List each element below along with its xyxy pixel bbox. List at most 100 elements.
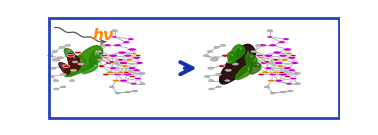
- Circle shape: [290, 55, 296, 57]
- Polygon shape: [220, 44, 255, 84]
- Circle shape: [122, 41, 130, 44]
- Circle shape: [102, 57, 109, 59]
- Circle shape: [220, 44, 226, 46]
- Polygon shape: [257, 64, 258, 66]
- Circle shape: [295, 83, 301, 85]
- Polygon shape: [73, 56, 75, 58]
- Circle shape: [101, 54, 108, 57]
- Circle shape: [214, 46, 219, 48]
- Circle shape: [98, 59, 102, 61]
- Circle shape: [112, 36, 118, 38]
- Circle shape: [128, 48, 136, 51]
- Circle shape: [127, 38, 134, 40]
- Circle shape: [286, 53, 292, 55]
- Circle shape: [48, 55, 53, 57]
- Polygon shape: [95, 51, 96, 55]
- Circle shape: [295, 72, 301, 74]
- Circle shape: [288, 56, 296, 59]
- Polygon shape: [246, 54, 257, 66]
- Circle shape: [208, 67, 214, 69]
- Circle shape: [135, 77, 142, 80]
- Circle shape: [63, 65, 70, 67]
- Circle shape: [269, 44, 277, 47]
- Circle shape: [253, 65, 260, 67]
- Circle shape: [107, 71, 114, 74]
- Circle shape: [253, 59, 258, 61]
- Circle shape: [117, 59, 124, 61]
- Circle shape: [273, 51, 282, 54]
- Circle shape: [72, 61, 78, 63]
- Circle shape: [117, 71, 124, 74]
- Polygon shape: [63, 64, 65, 66]
- Circle shape: [267, 30, 273, 32]
- Circle shape: [109, 54, 118, 57]
- Circle shape: [124, 54, 132, 57]
- Circle shape: [256, 44, 261, 46]
- Circle shape: [262, 71, 269, 74]
- Polygon shape: [232, 54, 233, 56]
- Circle shape: [123, 73, 132, 76]
- Circle shape: [268, 79, 275, 82]
- Circle shape: [136, 62, 143, 64]
- Circle shape: [114, 73, 121, 76]
- Circle shape: [108, 61, 115, 63]
- Polygon shape: [64, 48, 74, 59]
- Circle shape: [204, 76, 209, 77]
- Circle shape: [266, 36, 273, 38]
- Polygon shape: [90, 51, 102, 65]
- Circle shape: [232, 63, 239, 65]
- Circle shape: [285, 75, 290, 77]
- Circle shape: [119, 61, 128, 65]
- Polygon shape: [250, 62, 261, 74]
- Circle shape: [278, 41, 285, 44]
- Circle shape: [115, 92, 120, 94]
- Circle shape: [128, 67, 136, 70]
- Circle shape: [70, 69, 77, 71]
- Circle shape: [258, 57, 264, 59]
- Circle shape: [279, 73, 287, 76]
- Circle shape: [49, 76, 54, 77]
- Circle shape: [105, 62, 113, 64]
- Circle shape: [264, 86, 270, 88]
- Circle shape: [61, 86, 66, 88]
- Circle shape: [140, 83, 145, 85]
- Circle shape: [130, 82, 137, 85]
- Circle shape: [279, 71, 285, 73]
- Circle shape: [119, 79, 127, 82]
- Polygon shape: [98, 53, 99, 55]
- Circle shape: [281, 58, 288, 61]
- Polygon shape: [80, 59, 81, 62]
- Circle shape: [225, 69, 231, 71]
- Circle shape: [96, 50, 101, 53]
- Circle shape: [213, 57, 218, 59]
- Circle shape: [100, 44, 105, 46]
- Circle shape: [112, 30, 118, 32]
- Circle shape: [74, 51, 82, 54]
- Polygon shape: [59, 63, 70, 74]
- Polygon shape: [68, 54, 81, 71]
- Circle shape: [98, 65, 105, 67]
- Circle shape: [209, 80, 214, 82]
- Circle shape: [288, 69, 296, 72]
- Circle shape: [209, 88, 214, 90]
- Circle shape: [259, 44, 266, 47]
- Circle shape: [218, 65, 225, 67]
- Circle shape: [125, 58, 133, 61]
- Circle shape: [67, 54, 74, 57]
- Circle shape: [256, 54, 263, 57]
- Circle shape: [140, 72, 145, 74]
- Circle shape: [258, 73, 264, 76]
- Circle shape: [211, 58, 218, 61]
- Circle shape: [121, 65, 129, 67]
- Circle shape: [130, 53, 137, 55]
- Circle shape: [270, 92, 276, 94]
- Circle shape: [269, 73, 277, 76]
- Circle shape: [226, 61, 232, 63]
- Circle shape: [282, 38, 290, 40]
- Circle shape: [283, 48, 292, 51]
- Circle shape: [70, 80, 75, 82]
- Circle shape: [52, 58, 60, 61]
- Circle shape: [125, 91, 130, 93]
- Text: hν: hν: [93, 28, 114, 43]
- Circle shape: [288, 90, 293, 92]
